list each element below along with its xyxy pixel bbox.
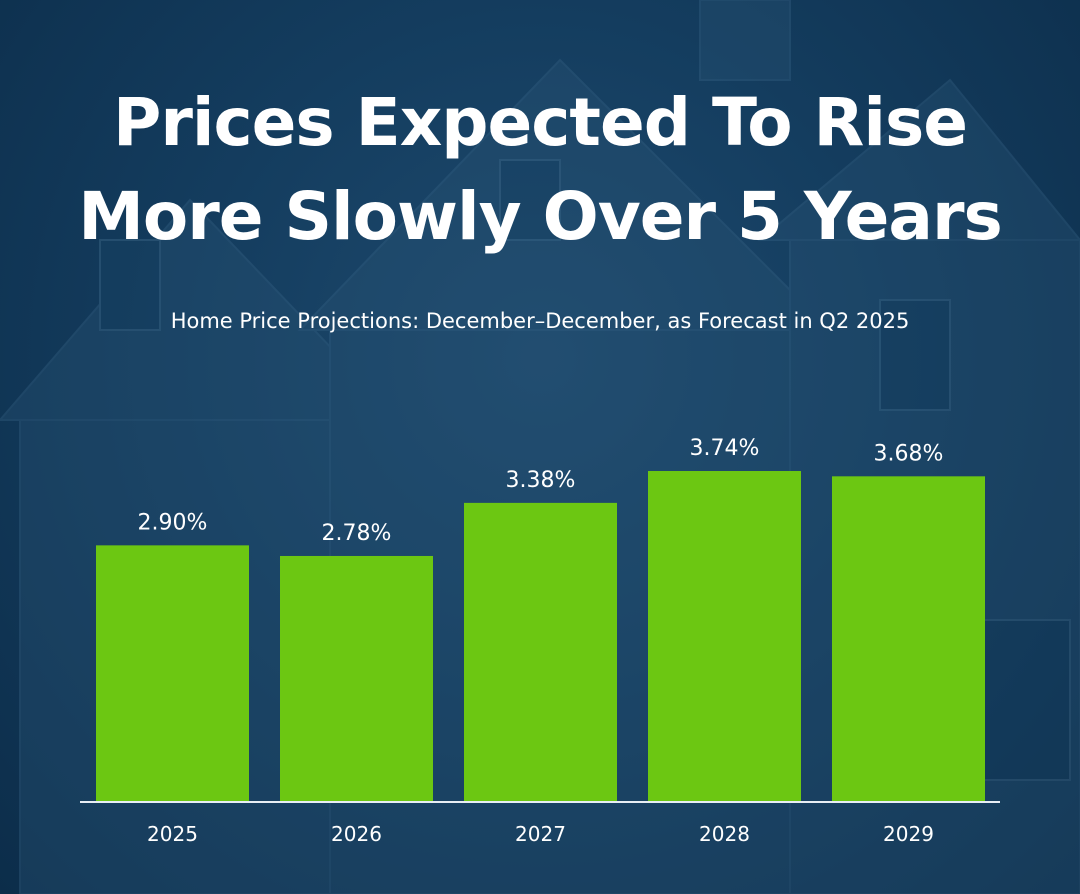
data-label-2027: 3.38%: [506, 468, 576, 493]
x-tick-label-2025: 2025: [147, 822, 198, 846]
x-tick-label-2029: 2029: [883, 822, 934, 846]
bar-2026: [280, 555, 433, 802]
bar-2025: [96, 545, 249, 802]
chart-title: Prices Expected To Rise More Slowly Over…: [0, 76, 1080, 264]
bar-2028: [648, 471, 801, 802]
chart-title-line-1: Prices Expected To Rise: [112, 84, 968, 161]
data-label-2029: 3.68%: [874, 441, 944, 466]
x-tick-label-2026: 2026: [331, 822, 382, 846]
bar-2027: [464, 502, 617, 802]
bar-2029: [832, 476, 985, 802]
data-label-2025: 2.90%: [138, 510, 208, 535]
data-label-2028: 3.74%: [690, 436, 760, 461]
x-tick-label-2027: 2027: [515, 822, 566, 846]
data-label-2026: 2.78%: [322, 521, 392, 546]
chart-subtitle: Home Price Projections: December–Decembe…: [170, 309, 910, 333]
x-tick-label-2028: 2028: [699, 822, 750, 846]
chart-title-line-2: More Slowly Over 5 Years: [78, 178, 1003, 255]
